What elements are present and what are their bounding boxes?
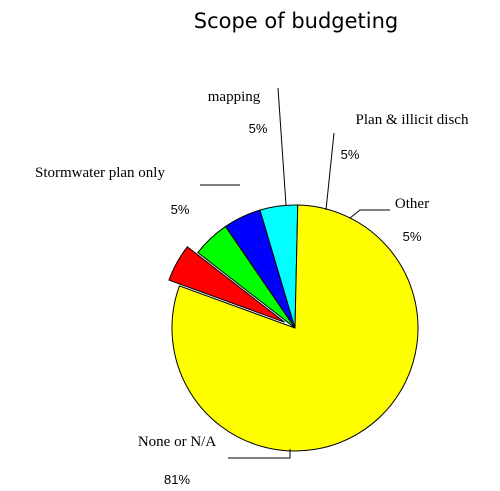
label-mapping: mapping — [208, 89, 261, 105]
label-plan-illicit-disch: Plan & illicit disch — [356, 112, 469, 128]
leader-line — [349, 209, 390, 219]
pct-other: 5% — [403, 229, 422, 244]
leader-line — [277, 87, 287, 206]
pct-none: 81% — [164, 472, 190, 487]
chart-title: Scope of budgeting — [194, 9, 399, 33]
pct-mapping: 5% — [249, 121, 268, 136]
pie-slice-none-or-n-a — [171, 204, 419, 452]
label-stormwater-plan-only: Stormwater plan only — [35, 165, 165, 181]
pie-slice-stormwater-plan-only — [168, 246, 285, 323]
leader-line — [228, 449, 291, 459]
label-none: None or N/A — [138, 434, 216, 450]
pct-stormwater-plan-only: 5% — [171, 202, 190, 217]
pct-plan-illicit-disch: 5% — [341, 147, 360, 162]
leader-line — [325, 132, 335, 211]
label-other: Other — [395, 196, 429, 212]
